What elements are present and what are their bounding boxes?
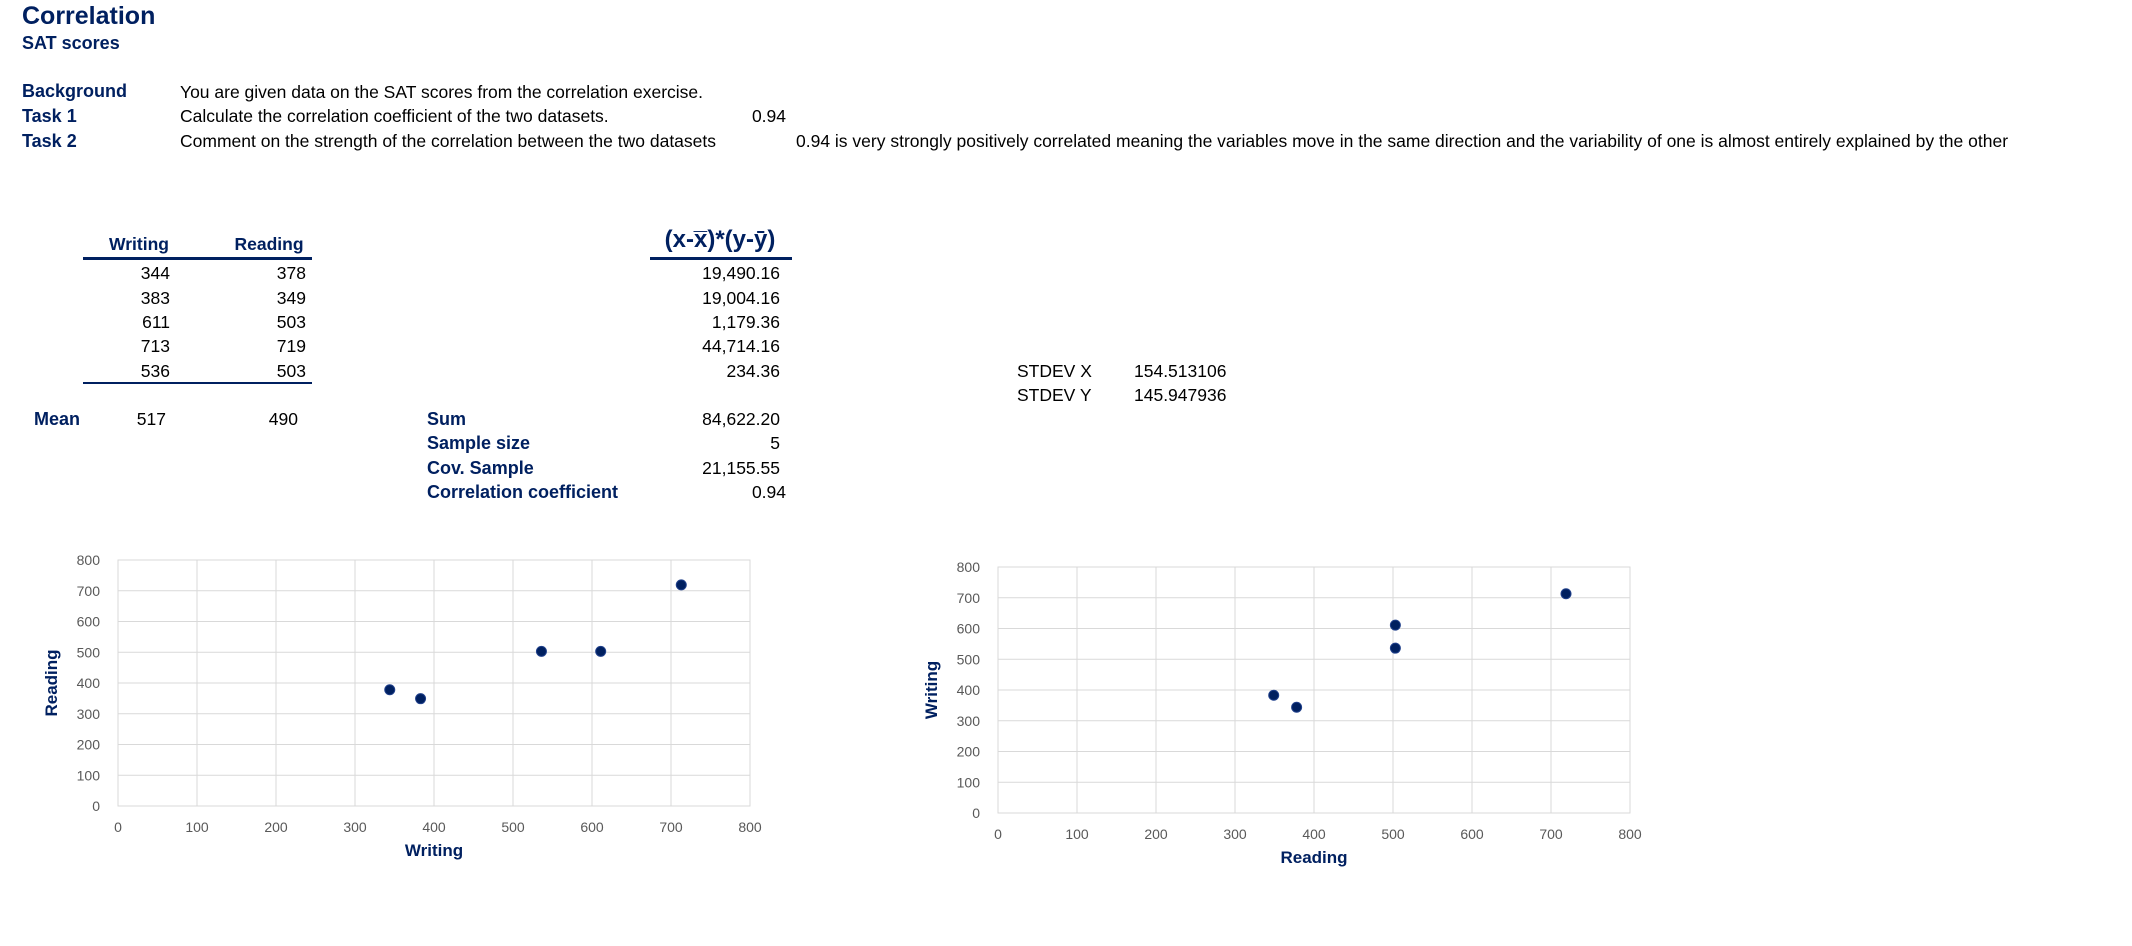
table-header-rule	[83, 257, 312, 260]
stdev-y-label: STDEV Y	[1017, 385, 1092, 405]
x-tick-label: 0	[994, 826, 1002, 842]
task1-label: Task 1	[22, 106, 77, 126]
cell-product: 1,179.36	[711, 312, 780, 332]
y-tick-label: 400	[957, 682, 981, 698]
y-tick-label: 0	[972, 805, 980, 821]
task2-answer: 0.94 is very strongly positively correla…	[796, 131, 2009, 151]
y-tick-label: 800	[957, 559, 981, 575]
task2-text: Comment on the strength of the correlati…	[180, 131, 717, 151]
stdev-x-value: 154.513106	[1134, 361, 1227, 381]
y-tick-label: 800	[77, 552, 101, 568]
task1-answer: 0.94	[751, 106, 786, 126]
cell-product: 19,490.16	[702, 263, 780, 283]
column-header-reading: Reading	[234, 234, 304, 254]
data-point	[1268, 689, 1280, 701]
x-axis-label: Writing	[405, 841, 463, 860]
cell-reading: 719	[276, 336, 306, 356]
x-tick-label: 800	[1618, 826, 1642, 842]
scatter-chart-reading-vs-writing: 0 100 200 300 400 500 600 700 800 0 100 200 300 400 50…	[922, 559, 1642, 867]
cell-writing: 536	[140, 361, 170, 381]
page-title: Correlation	[22, 2, 156, 30]
x-tick-label: 700	[1539, 826, 1563, 842]
cell-writing: 344	[140, 263, 170, 283]
data-point	[1389, 642, 1401, 654]
y-axis-label: Writing	[922, 661, 941, 719]
y-tick-label: 700	[957, 590, 981, 606]
y-tick-label: 600	[957, 621, 981, 637]
y-tick-label: 200	[77, 737, 101, 753]
y-tick-label: 300	[957, 713, 981, 729]
y-tick-label: 600	[77, 614, 101, 630]
y-tick-label: 200	[957, 744, 981, 760]
mean-writing: 517	[136, 409, 166, 429]
cell-reading: 503	[276, 312, 306, 332]
data-point	[595, 645, 607, 657]
x-tick-label: 300	[1223, 826, 1247, 842]
sample-size-label: Sample size	[427, 433, 531, 453]
data-point	[384, 684, 396, 696]
covariance-label: Cov. Sample	[427, 458, 534, 478]
x-tick-label: 200	[264, 819, 288, 835]
correlation-value: 0.94	[751, 482, 786, 502]
y-tick-label: 100	[77, 767, 101, 783]
data-point	[1560, 588, 1572, 600]
y-tick-label: 500	[77, 644, 101, 660]
x-axis-label: Reading	[1280, 848, 1347, 867]
column-header-writing: Writing	[109, 234, 169, 254]
background-text: You are given data on the SAT scores fro…	[180, 82, 704, 102]
x-tick-label: 500	[1381, 826, 1405, 842]
mean-reading: 490	[268, 409, 298, 429]
y-tick-label: 400	[77, 675, 101, 691]
data-point	[1291, 701, 1303, 713]
cell-product: 19,004.16	[702, 288, 780, 308]
table-footer-rule	[83, 382, 312, 384]
y-tick-label: 700	[77, 583, 101, 599]
x-tick-label: 700	[659, 819, 683, 835]
scatter-chart-writing-vs-reading: 0 100 200 300 400 500 600 700 800 0 100 200 300 400 50…	[42, 552, 762, 860]
cell-writing: 611	[142, 312, 170, 332]
data-point	[1389, 619, 1401, 631]
data-point	[535, 645, 547, 657]
y-tick-label: 500	[957, 651, 981, 667]
x-tick-label: 100	[1065, 826, 1089, 842]
x-tick-label: 600	[1460, 826, 1484, 842]
cell-reading: 349	[276, 288, 306, 308]
sum-value: 84,622.20	[702, 409, 780, 429]
correlation-label: Correlation coefficient	[427, 482, 619, 502]
cell-reading: 378	[276, 263, 306, 283]
y-tick-label: 100	[957, 774, 981, 790]
x-tick-label: 300	[343, 819, 367, 835]
cell-writing: 383	[140, 288, 170, 308]
x-tick-label: 100	[185, 819, 209, 835]
cell-product: 234.36	[726, 361, 780, 381]
stdev-x-label: STDEV X	[1017, 361, 1092, 381]
x-tick-label: 600	[580, 819, 604, 835]
background-label: Background	[22, 81, 128, 101]
x-tick-label: 400	[1302, 826, 1326, 842]
y-axis-label: Reading	[42, 649, 61, 716]
x-tick-label: 0	[114, 819, 122, 835]
mean-label: Mean	[34, 409, 81, 429]
cell-product: 44,714.16	[702, 336, 780, 356]
product-header-rule	[650, 257, 792, 260]
sum-label: Sum	[427, 409, 467, 429]
task2-label: Task 2	[22, 131, 77, 151]
x-tick-label: 200	[1144, 826, 1168, 842]
cell-reading: 503	[276, 361, 306, 381]
x-tick-label: 800	[738, 819, 762, 835]
y-tick-label: 0	[92, 798, 100, 814]
task1-text: Calculate the correlation coefficient of…	[180, 106, 609, 126]
cell-writing: 713	[140, 336, 170, 356]
page-subtitle: SAT scores	[22, 33, 120, 53]
stdev-y-value: 145.947936	[1134, 385, 1227, 405]
covariance-value: 21,155.55	[702, 458, 780, 478]
y-tick-label: 300	[77, 706, 101, 722]
x-tick-label: 500	[501, 819, 525, 835]
x-tick-label: 400	[422, 819, 446, 835]
column-header-product: (x-x̅)*(y-ȳ)	[664, 226, 776, 253]
data-point	[675, 579, 687, 591]
sample-size-value: 5	[770, 433, 780, 453]
data-point	[415, 693, 427, 705]
